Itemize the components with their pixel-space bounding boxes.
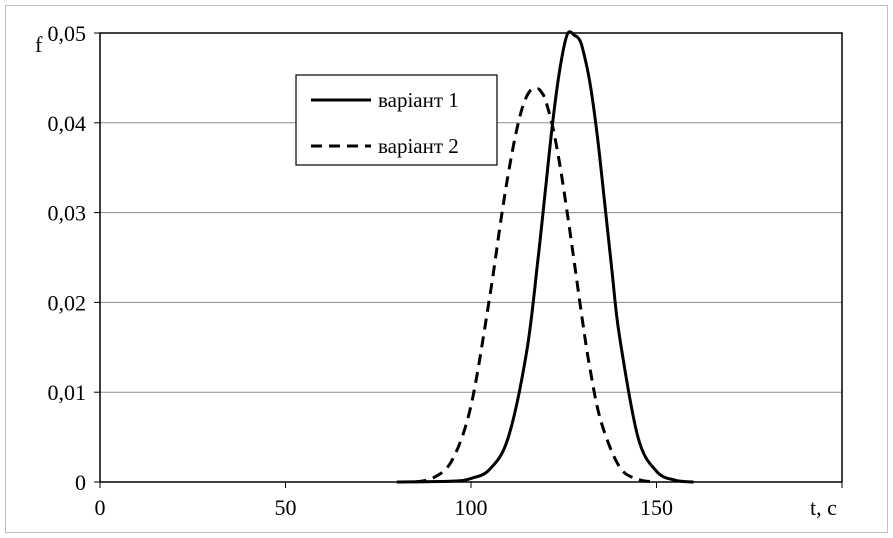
x-tick-label: 50 [275, 495, 297, 520]
y-axis-label: f [35, 32, 43, 57]
axis-ticks: 0 0,01 0,02 0,03 0,04 0,05 0 50 100 150 [48, 21, 843, 520]
y-tick-label: 0,03 [48, 201, 87, 226]
x-axis-label: t, c [810, 495, 837, 520]
series-line-variant-2 [414, 86, 657, 484]
y-tick-label: 0,04 [48, 111, 87, 136]
legend-box [295, 74, 498, 166]
legend-label-variant-2: варіант 2 [378, 134, 459, 158]
y-tick-label: 0 [75, 470, 86, 495]
series-line-variant-1 [396, 30, 694, 484]
x-tick-label: 100 [455, 495, 488, 520]
x-tick-label: 0 [95, 495, 106, 520]
series-lines [396, 30, 694, 484]
legend: варіант 1 варіант 2 [295, 74, 498, 166]
y-tick-label: 0,01 [48, 380, 87, 405]
y-tick-label: 0,05 [48, 21, 87, 46]
x-tick-label: 150 [640, 495, 673, 520]
y-tick-label: 0,02 [48, 290, 87, 315]
legend-label-variant-1: варіант 1 [378, 88, 459, 112]
